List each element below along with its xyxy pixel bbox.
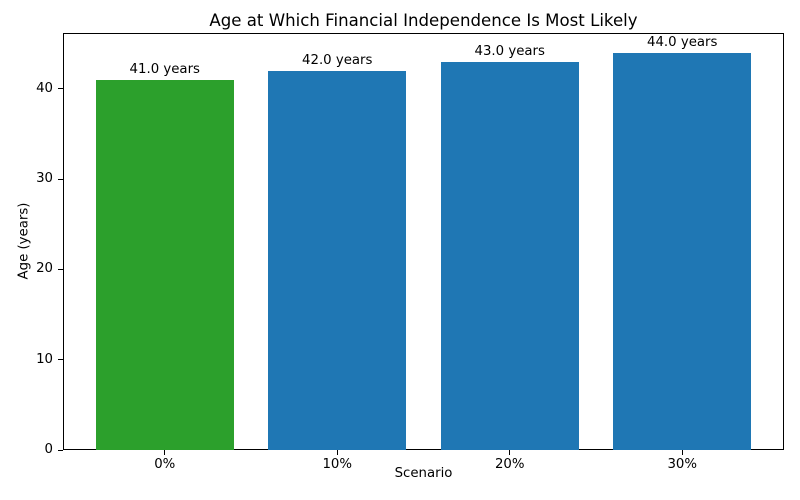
bar-0% bbox=[95, 79, 234, 450]
x-tick-mark bbox=[681, 450, 683, 455]
y-tick-label: 30 bbox=[36, 171, 53, 187]
y-tick-mark bbox=[58, 359, 63, 361]
x-tick-mark bbox=[509, 450, 511, 455]
plot-area: 0 10 20 30 40 41.0 years 0% 42.0 years 10% 43.0 y… bbox=[36, 33, 784, 472]
y-tick-mark bbox=[58, 88, 63, 90]
y-tick-mark bbox=[58, 268, 63, 270]
y-tick-label: 40 bbox=[36, 80, 53, 96]
y-tick-label: 0 bbox=[44, 442, 53, 457]
x-tick-label: 10% bbox=[322, 457, 353, 472]
bar-value-label: 42.0 years bbox=[302, 52, 373, 68]
bar-10% bbox=[268, 70, 407, 450]
x-tick-mark bbox=[164, 450, 166, 455]
bar-value-label: 44.0 years bbox=[647, 34, 718, 50]
y-tick-mark bbox=[58, 178, 63, 180]
x-tick-label: 20% bbox=[494, 457, 525, 472]
bar-value-label: 43.0 years bbox=[474, 43, 545, 59]
y-tick-label: 20 bbox=[36, 261, 53, 277]
x-tick-label: 0% bbox=[154, 457, 176, 472]
bar-value-label: 41.0 years bbox=[129, 61, 200, 77]
x-tick-mark bbox=[336, 450, 338, 455]
x-axis-label: Scenario bbox=[394, 466, 453, 481]
x-tick-label: 30% bbox=[667, 457, 697, 472]
y-tick-mark bbox=[58, 449, 63, 451]
bar-20% bbox=[440, 61, 579, 450]
chart-title: Age at Which Financial Independence Is M… bbox=[209, 11, 638, 30]
bar-30% bbox=[613, 52, 752, 450]
y-tick-label: 10 bbox=[36, 351, 53, 367]
